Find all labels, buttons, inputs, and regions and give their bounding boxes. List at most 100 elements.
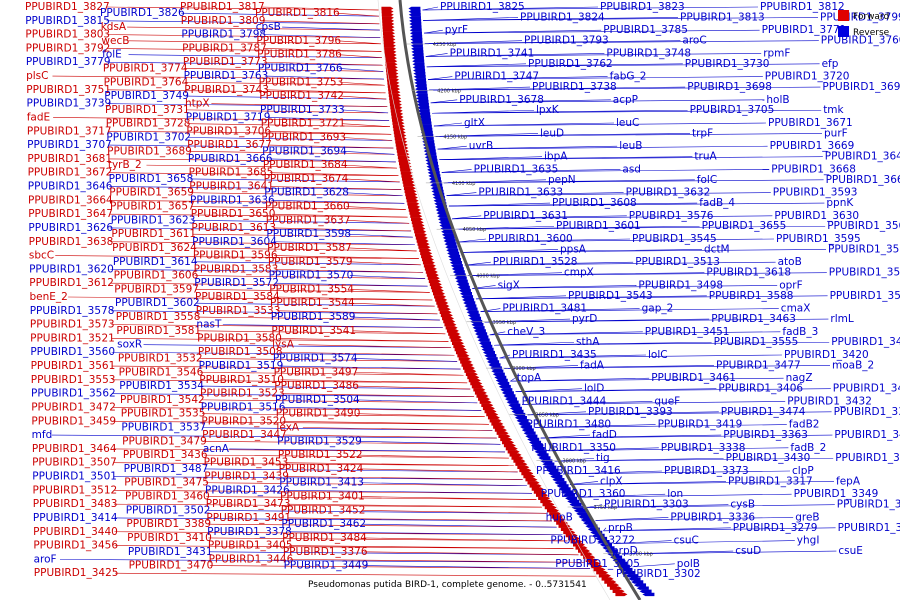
forward-gene-mark [473,388,486,392]
forward-leader-line [262,20,380,25]
reverse-gene-label: folC [697,174,717,186]
forward-gene-label: PPUBIRD1_3479 [122,435,207,447]
forward-gene-label: PPUBIRD1_3560 [30,346,115,358]
reverse-gene-mark [542,462,555,466]
reverse-gene-mark [473,329,486,333]
forward-gene-mark [391,118,404,122]
forward-gene-label: PPUBIRD1_3827 [25,1,110,13]
legend-reverse-label: Reverse [853,28,890,38]
reverse-leader-line [423,29,760,34]
reverse-gene-mark [414,84,427,88]
reverse-gene-label: PPUBIRD1_3489 [833,383,900,395]
forward-leader-line [188,151,395,155]
reverse-gene-mark [444,242,457,246]
forward-gene-mark [382,22,395,26]
reverse-leader-line [451,215,482,220]
kbp-tick-label: 3750 kbp [594,505,618,511]
forward-leader-line [193,247,417,252]
reverse-leader-line [423,29,443,34]
forward-gene-mark [395,143,408,147]
forward-leader-line [287,517,552,522]
forward-gene-label: PPUBIRD1_3452 [281,504,366,516]
reverse-gene-label: PPUBIRD1_3373 [664,465,749,477]
forward-leader-line [109,241,415,246]
reverse-gene-mark [457,285,470,290]
reverse-gene-mark [411,53,424,57]
forward-gene-mark [381,9,394,14]
forward-leader-line [106,6,379,11]
forward-gene-mark [436,301,449,305]
reverse-gene-mark [634,583,647,587]
reverse-gene-mark [558,487,571,491]
forward-gene-mark [588,561,601,566]
reverse-gene-label: PPUBIRD1_3747 [454,71,539,83]
forward-leader-line [109,200,405,204]
forward-gene-mark [410,214,423,218]
forward-gene-mark [609,586,622,590]
forward-leader-line [340,95,387,100]
reverse-gene-mark [417,106,430,110]
reverse-gene-label: trpF [692,127,713,139]
forward-leader-line [279,365,461,370]
forward-gene-label: PPUBIRD1_3456 [33,540,118,552]
reverse-gene-mark [414,81,427,85]
forward-leader-line [352,316,440,321]
forward-gene-mark [578,549,591,553]
forward-gene-label: nasT [196,319,222,331]
reverse-gene-label: fadA [580,359,605,371]
reverse-gene-label: PPUBIRD1_3474 [721,406,806,418]
forward-gene-label: PPUBIRD1_3658 [109,173,194,185]
reverse-gene-mark [415,93,428,97]
reverse-leader-line [510,377,784,382]
forward-leader-line [200,385,471,390]
forward-leader-line [346,206,406,210]
forward-gene-label: PPUBIRD1_3519 [199,360,284,372]
reverse-gene-label: PPUBIRD1_3566 [828,243,900,255]
forward-gene-label: PPUBIRD1_3764 [104,76,189,88]
forward-leader-line [282,26,380,31]
reverse-gene-mark [412,59,425,63]
forward-leader-line [276,296,433,301]
reverse-leader-line [446,192,477,196]
reverse-gene-mark [578,515,591,519]
forward-gene-mark [382,31,395,35]
reverse-leader-line [499,354,511,359]
forward-gene-mark [425,270,438,274]
reverse-gene-mark [527,437,540,442]
forward-gene-label: PPUBIRD1_3410 [127,532,212,544]
reverse-leader-line [423,17,819,21]
reverse-leader-line [443,179,824,184]
reverse-gene-label: cmaX [781,303,811,315]
forward-gene-label: PPUBIRD1_3436 [123,449,208,461]
kbp-tick-label: 4250 kbp [433,42,457,48]
forward-gene-label: PPUBIRD1_3816 [255,7,340,19]
reverse-gene-mark [529,440,542,445]
reverse-gene-mark [466,310,479,314]
forward-leader-line [339,81,385,86]
forward-gene-mark [593,567,606,572]
forward-gene-label: PPUBIRD1_3449 [284,560,369,572]
forward-gene-label: PPUBIRD1_3803 [25,29,110,41]
forward-leader-line [286,490,533,494]
forward-gene-mark [482,406,495,411]
forward-gene-label: PPUBIRD1_3534 [119,380,204,392]
forward-gene-label: PPUBIRD1_3460 [125,491,210,503]
forward-gene-label: acnA [203,443,230,455]
forward-gene-label: PPUBIRD1_3439 [204,471,289,483]
reverse-gene-label: ibpA [544,151,568,163]
forward-leader-line [197,330,446,335]
reverse-gene-mark [455,279,468,283]
forward-leader-line [351,302,435,307]
forward-gene-mark [479,400,492,404]
forward-gene-label: PPUBIRD1_3532 [118,352,203,364]
reverse-gene-label: PPUBIRD1_3419 [658,419,743,431]
genome-backbone [398,0,642,600]
forward-gene-mark [383,40,396,45]
forward-leader-line [262,34,381,38]
forward-leader-line [364,565,591,569]
reverse-gene-mark [491,369,504,373]
forward-leader-line [108,158,396,163]
reverse-leader-line [426,63,820,68]
reverse-gene-label: PPUBIRD1_3430 [726,452,811,464]
